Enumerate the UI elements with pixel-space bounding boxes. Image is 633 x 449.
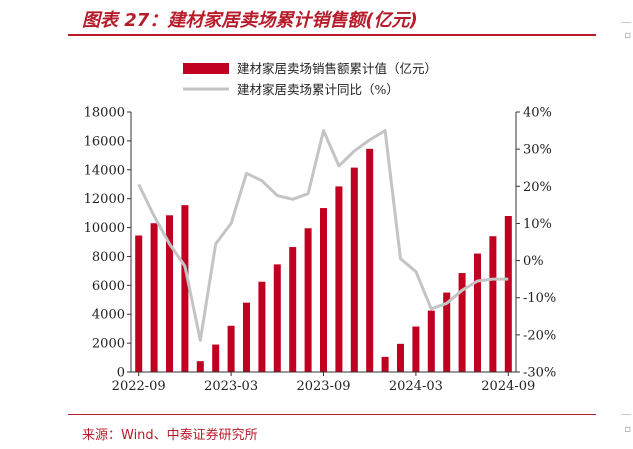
bar bbox=[212, 344, 220, 372]
bar bbox=[135, 235, 143, 372]
bar bbox=[458, 273, 466, 372]
bar bbox=[273, 264, 281, 372]
right-tick-label: -10% bbox=[523, 291, 556, 306]
bar bbox=[304, 228, 312, 372]
x-tick-label: 2023-09 bbox=[296, 379, 350, 394]
bar bbox=[366, 148, 374, 372]
left-tick-label: 0 bbox=[117, 366, 125, 381]
axes: 0 2000 4000 6000 8000 10000 12000 14000 16000 180… bbox=[84, 106, 557, 395]
right-tick-label: -30% bbox=[523, 366, 556, 381]
page-edge-mark-bottom bbox=[621, 414, 631, 415]
bar bbox=[335, 186, 343, 372]
bar bbox=[427, 310, 435, 372]
bar bbox=[504, 216, 512, 372]
bar-series bbox=[135, 148, 512, 372]
left-tick-label: 6000 bbox=[92, 279, 125, 294]
bar bbox=[196, 361, 204, 372]
right-tick-label: 0% bbox=[523, 254, 544, 269]
left-tick-label: 12000 bbox=[84, 192, 125, 207]
bar bbox=[320, 208, 327, 372]
right-tick-label: 10% bbox=[523, 217, 552, 232]
x-tick-label: 2023-03 bbox=[204, 379, 258, 394]
left-tick-label: 10000 bbox=[84, 221, 125, 236]
source-note: 来源：Wind、中泰证券研究所 bbox=[82, 428, 258, 443]
page-edge-glyph-bottom: ▫ bbox=[624, 424, 631, 435]
page-edge-glyph-top: ▫ bbox=[624, 30, 631, 41]
legend-bar-swatch bbox=[183, 63, 229, 74]
bar bbox=[381, 356, 389, 372]
bar bbox=[150, 223, 158, 372]
bar bbox=[243, 302, 250, 372]
bar bbox=[474, 253, 481, 372]
right-tick-label: 20% bbox=[523, 180, 552, 195]
right-tick-label: 40% bbox=[523, 106, 552, 121]
bar bbox=[227, 325, 235, 372]
figure-title: 图表 27：建材家居卖场累计销售额(亿元) bbox=[82, 10, 418, 31]
bar bbox=[489, 236, 497, 372]
x-tick-label: 2022-09 bbox=[112, 379, 166, 394]
left-tick-label: 16000 bbox=[84, 134, 125, 149]
line-series bbox=[137, 129, 509, 342]
left-tick-label: 8000 bbox=[92, 250, 125, 265]
bar bbox=[166, 215, 173, 372]
bar bbox=[289, 247, 297, 372]
footer-rule bbox=[68, 414, 596, 415]
title-underline bbox=[68, 34, 596, 36]
bar bbox=[397, 343, 404, 372]
left-tick-label: 18000 bbox=[84, 106, 125, 121]
left-tick-label: 2000 bbox=[92, 337, 125, 352]
right-tick-label: -20% bbox=[523, 328, 556, 343]
bar bbox=[258, 281, 266, 372]
yoy-line bbox=[137, 129, 509, 342]
bar bbox=[181, 205, 189, 372]
legend-bar-label: 建材家居卖场销售额累计值（亿元） bbox=[237, 61, 437, 76]
legend-line-label: 建材家居卖场累计同比（%） bbox=[237, 82, 399, 97]
x-tick-label: 2024-09 bbox=[481, 379, 535, 394]
legend: 建材家居卖场销售额累计值（亿元） 建材家居卖场累计同比（%） bbox=[183, 61, 437, 97]
bar bbox=[412, 326, 420, 372]
page-edge-mark-top bbox=[621, 22, 631, 23]
bar bbox=[350, 167, 358, 372]
x-tick-label: 2024-03 bbox=[389, 379, 443, 394]
left-tick-label: 14000 bbox=[84, 163, 125, 178]
left-tick-label: 4000 bbox=[92, 308, 125, 323]
bar bbox=[443, 292, 451, 372]
right-tick-label: 30% bbox=[523, 143, 552, 158]
